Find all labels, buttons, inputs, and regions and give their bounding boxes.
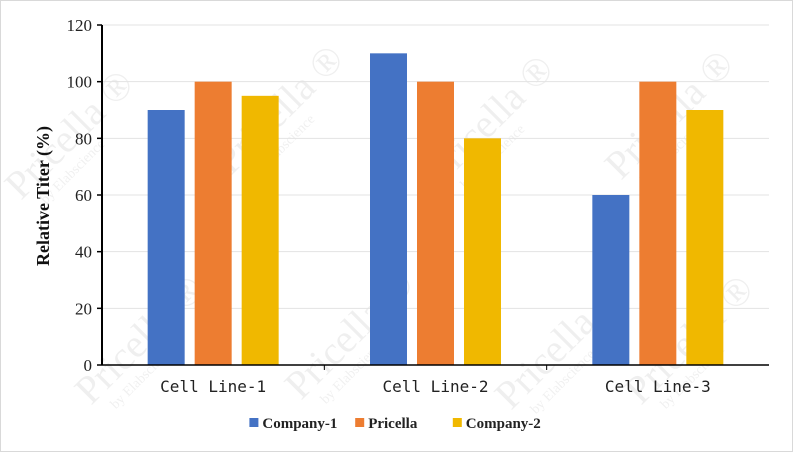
y-tick-label: 60: [75, 186, 92, 205]
bars: [147, 53, 724, 366]
legend: Company-1 Pricella Company-2: [249, 416, 541, 432]
x-tick-label: Cell Line-2: [383, 377, 489, 396]
legend-swatch: [249, 418, 259, 427]
y-tick-label: 40: [75, 243, 92, 262]
y-tick-label: 120: [67, 16, 93, 35]
legend-swatch: [355, 418, 365, 427]
legend-swatch: [452, 418, 462, 427]
bar-pricella-2: [417, 81, 454, 366]
y-axis-label: Relative Titer (%): [33, 126, 54, 266]
legend-label: Pricella: [368, 416, 418, 432]
bar-company-2-1: [241, 95, 279, 365]
bar-company-1-3: [592, 195, 630, 365]
y-tick-label: 80: [75, 129, 92, 148]
axes: 0 20 40 60 80 100 120 Cell Line-1 Cell Line-2 Cel…: [67, 16, 769, 396]
bar-company-2-3: [686, 110, 724, 365]
bar-company-1-2: [370, 53, 407, 365]
legend-label: Company-2: [466, 416, 541, 432]
bar-company-2-2: [464, 138, 501, 365]
x-tick-label: Cell Line-1: [160, 377, 266, 396]
y-tick-label: 20: [75, 299, 92, 318]
bar-pricella-1: [194, 81, 232, 366]
y-tick-label: 0: [84, 356, 93, 375]
y-tick-label: 100: [67, 73, 93, 92]
legend-label: Company-1: [262, 416, 337, 432]
x-tick-label: Cell Line-3: [605, 377, 711, 396]
bar-company-1-1: [147, 110, 185, 365]
bar-pricella-3: [639, 81, 677, 366]
